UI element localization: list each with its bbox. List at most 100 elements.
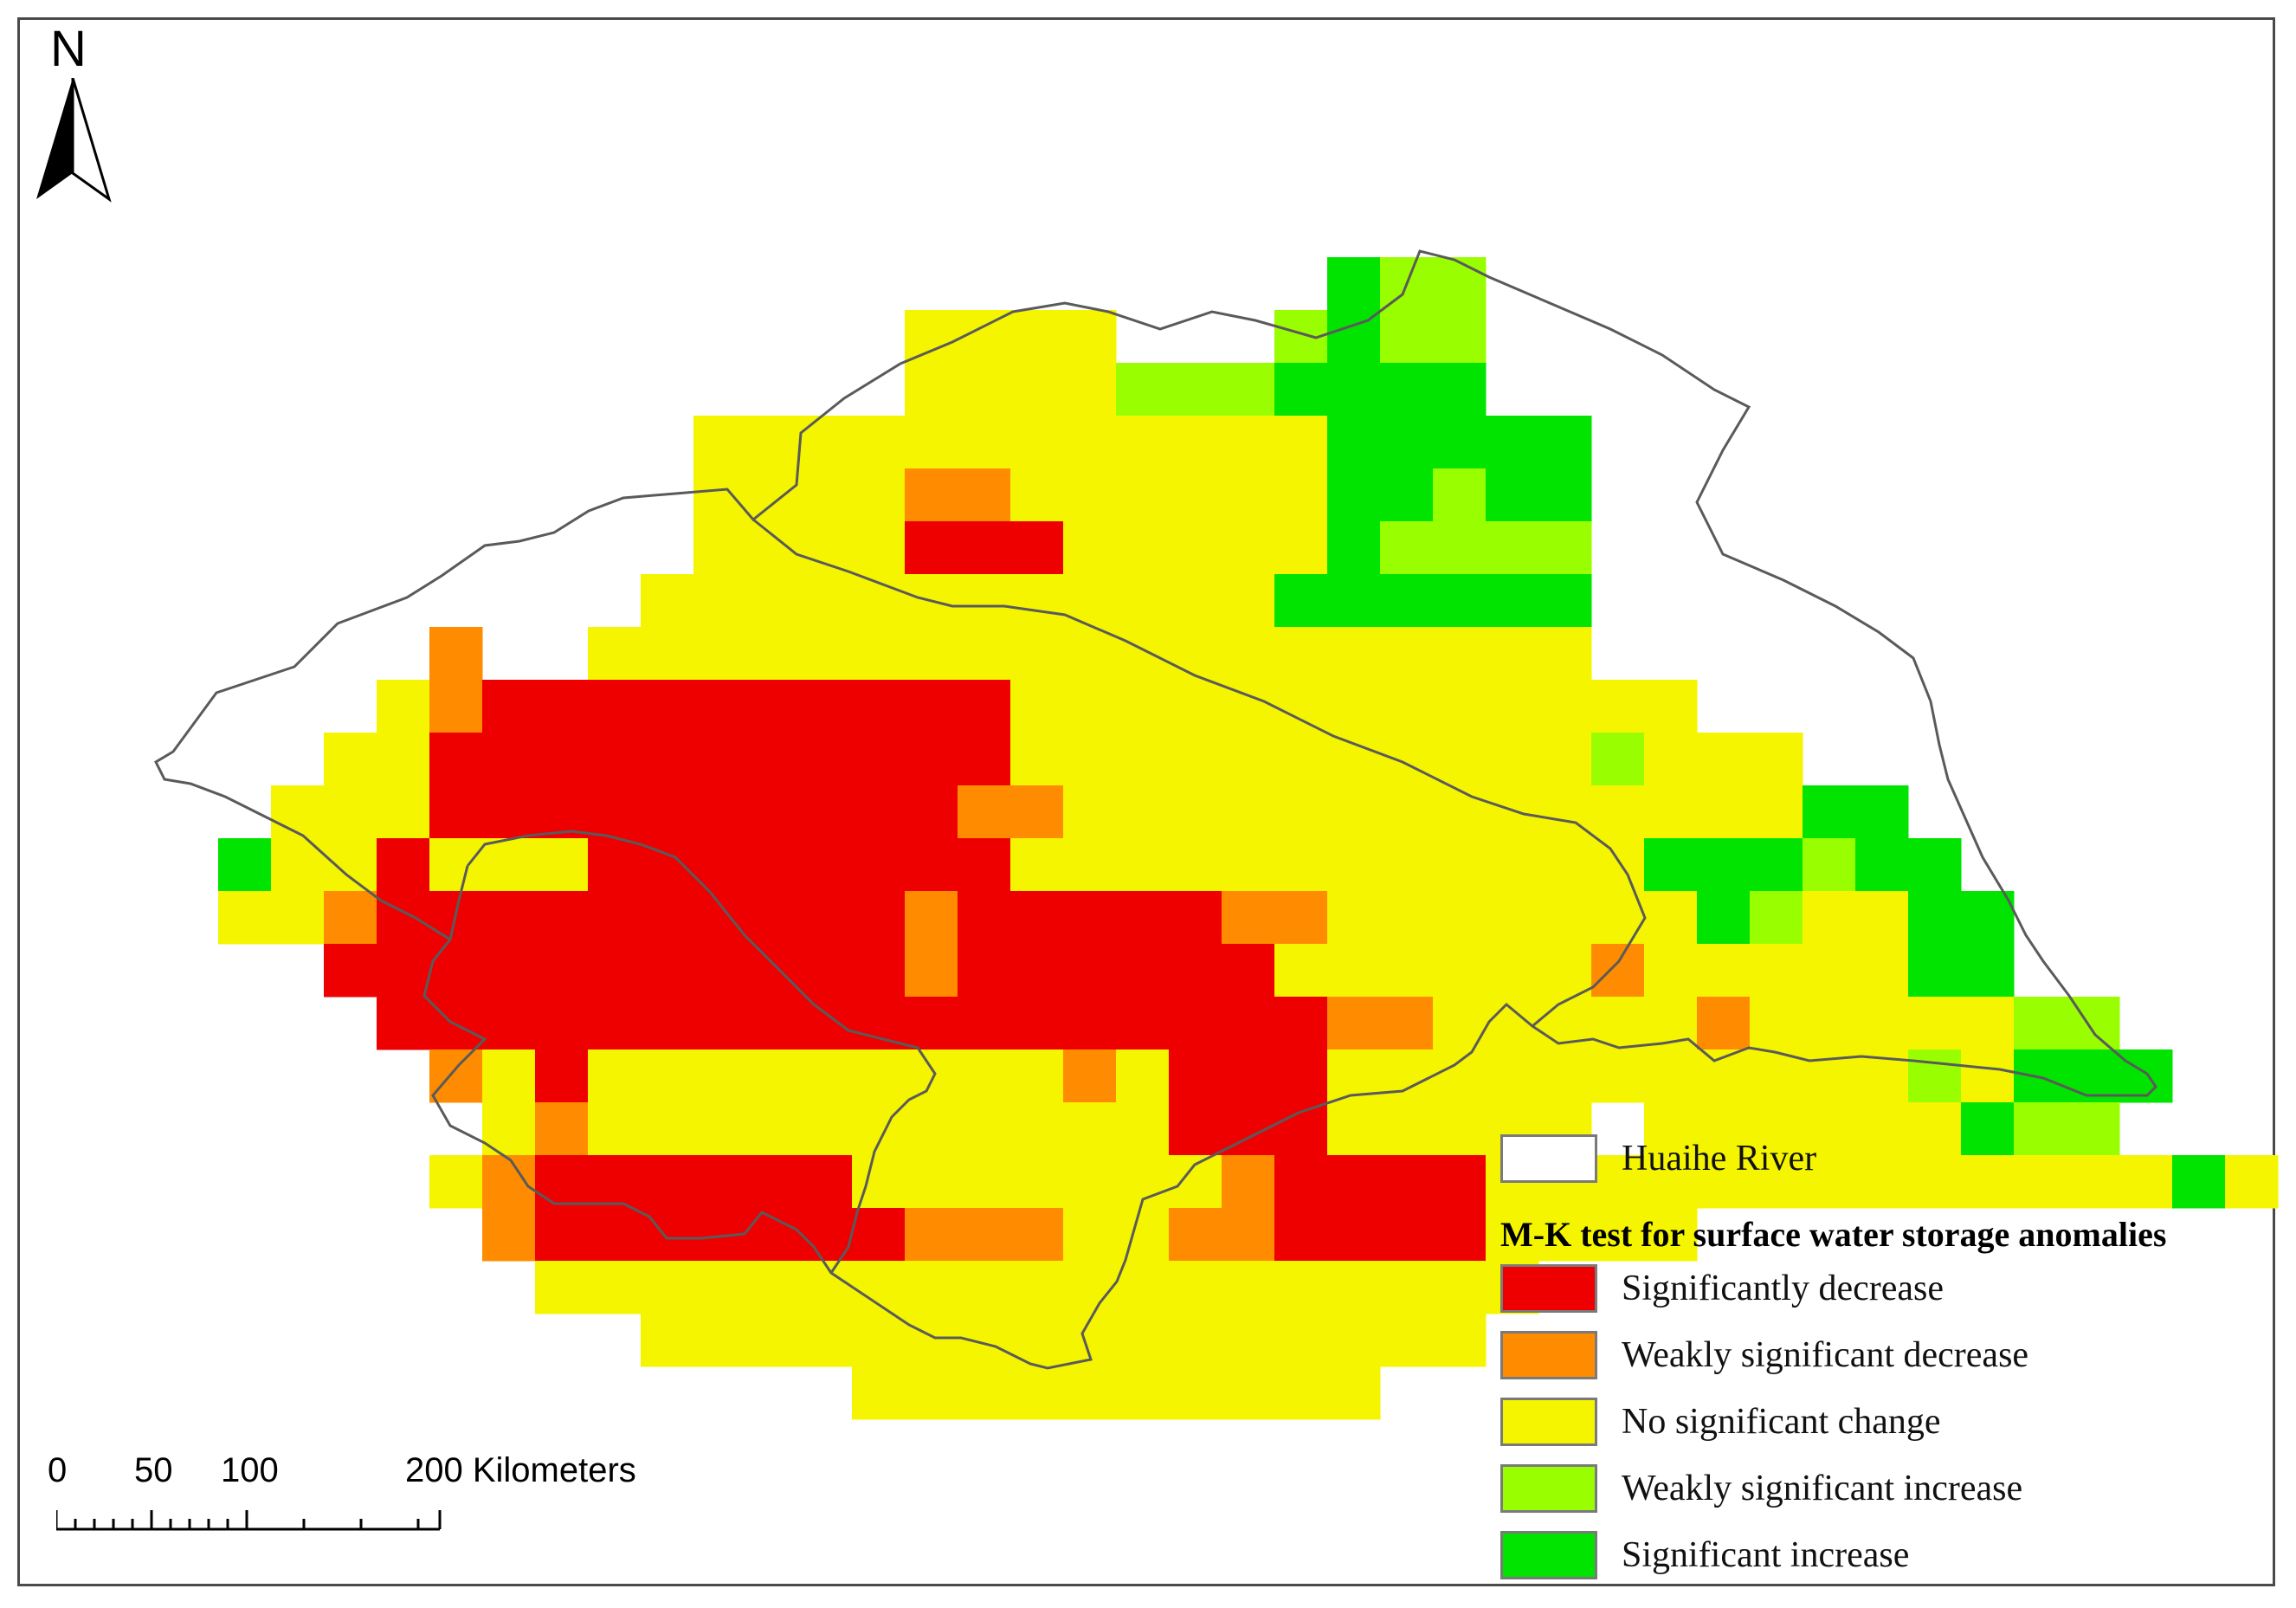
grid-cell	[746, 521, 800, 575]
grid-cell	[324, 944, 377, 998]
grid-cell	[852, 1314, 906, 1367]
grid-cell	[1222, 468, 1275, 522]
grid-cell	[1803, 891, 1856, 945]
grid-cell	[958, 944, 1011, 998]
grid-cell	[1010, 574, 1064, 628]
grid-cell	[1010, 997, 1064, 1050]
grid-cell	[1063, 997, 1117, 1050]
grid-cell	[905, 521, 958, 575]
grid-cell	[535, 1155, 589, 1209]
grid-cell	[746, 944, 800, 998]
grid-cell	[1222, 416, 1275, 469]
legend-label: Weakly significant decrease	[1622, 1335, 2029, 1375]
grid-cell	[799, 627, 853, 681]
grid-cell	[1010, 1261, 1064, 1314]
grid-cell	[1750, 1049, 1803, 1103]
grid-cell	[1222, 785, 1275, 839]
sub-basin-divide-1	[752, 518, 1647, 1028]
grid-cell	[1697, 1155, 1751, 1209]
grid-cell	[1327, 944, 1381, 998]
grid-cell	[1591, 733, 1645, 786]
grid-cell	[1486, 468, 1539, 522]
grid-cell	[1433, 1314, 1487, 1367]
grid-cell	[2225, 1155, 2279, 1209]
grid-cell	[1274, 1366, 1328, 1420]
grid-cell	[1380, 1155, 1434, 1209]
grid-cell	[1274, 468, 1328, 522]
grid-cell	[218, 838, 272, 892]
grid-cell	[958, 310, 1011, 364]
grid-cell	[1486, 733, 1539, 786]
grid-cell	[1274, 1049, 1328, 1103]
grid-cell	[588, 785, 642, 839]
grid-cell	[1116, 416, 1170, 469]
grid-cell	[799, 416, 853, 469]
grid-cell	[1274, 1102, 1328, 1156]
grid-cell	[1169, 680, 1222, 733]
basin-outline	[154, 249, 2157, 1370]
grid-cell	[1222, 838, 1275, 892]
grid-cell	[1222, 363, 1275, 417]
grid-cell	[1010, 680, 1064, 733]
grid-cell	[1274, 521, 1328, 575]
grid-cell	[482, 733, 536, 786]
grid-cell	[1486, 680, 1539, 733]
grid-cell	[324, 733, 377, 786]
grid-cell	[1591, 1155, 1645, 1209]
grid-cell	[958, 785, 1011, 839]
grid-cell	[1538, 521, 1592, 575]
grid-cell	[641, 1314, 694, 1367]
grid-cell	[1908, 891, 1962, 945]
grid-cell	[1010, 1208, 1064, 1262]
grid-cell	[429, 627, 483, 681]
grid-cell	[1274, 363, 1328, 417]
grid-cell	[1538, 944, 1592, 998]
grid-cell	[1644, 838, 1698, 892]
grid-cell	[1010, 310, 1064, 364]
grid-cell	[1116, 574, 1170, 628]
grid-cell	[1855, 944, 1909, 998]
grid-cell	[1327, 1314, 1381, 1367]
grid-cell	[1697, 1102, 1751, 1156]
grid-cell	[1433, 627, 1487, 681]
grid-cell	[1274, 785, 1328, 839]
legend-label: Significant increase	[1622, 1535, 1910, 1575]
grid-cell	[799, 468, 853, 522]
grid-cell	[693, 574, 747, 628]
grid-cell	[1486, 785, 1539, 839]
grid-cell	[1697, 838, 1751, 892]
grid-cell	[535, 1261, 589, 1314]
grid-cell	[958, 733, 1011, 786]
grid-cell	[746, 574, 800, 628]
grid-cell	[1274, 574, 1328, 628]
grid-cell	[1380, 680, 1434, 733]
grid-cell	[1274, 1155, 1328, 1209]
grid-cell	[1538, 733, 1592, 786]
grid-cell	[1063, 1049, 1117, 1103]
grid-cell	[1274, 944, 1328, 998]
grid-cell	[1063, 416, 1117, 469]
grid-cell	[1010, 944, 1064, 998]
grid-cell	[1433, 1049, 1487, 1103]
grid-cell	[1116, 944, 1170, 998]
grid-cell	[1063, 1208, 1117, 1262]
grid-cell	[1433, 468, 1487, 522]
grid-cell	[1327, 1208, 1381, 1262]
grid-cell	[1327, 363, 1381, 417]
grid-cell	[1063, 1102, 1117, 1156]
grid-cell	[905, 838, 958, 892]
grid-cell	[1591, 1208, 1645, 1262]
grid-cell	[905, 785, 958, 839]
grid-cell	[1327, 574, 1381, 628]
sub-basin-divide-2	[466, 830, 937, 1274]
grid-cell	[588, 1155, 642, 1209]
grid-cell	[693, 468, 747, 522]
grid-cell	[852, 891, 906, 945]
grid-cell	[1222, 1049, 1275, 1103]
grid-cell	[482, 1049, 536, 1103]
grid-cell	[905, 416, 958, 469]
sub-basin-divide-3	[448, 865, 469, 940]
grid-cell	[852, 468, 906, 522]
grid-cell	[1010, 1102, 1064, 1156]
